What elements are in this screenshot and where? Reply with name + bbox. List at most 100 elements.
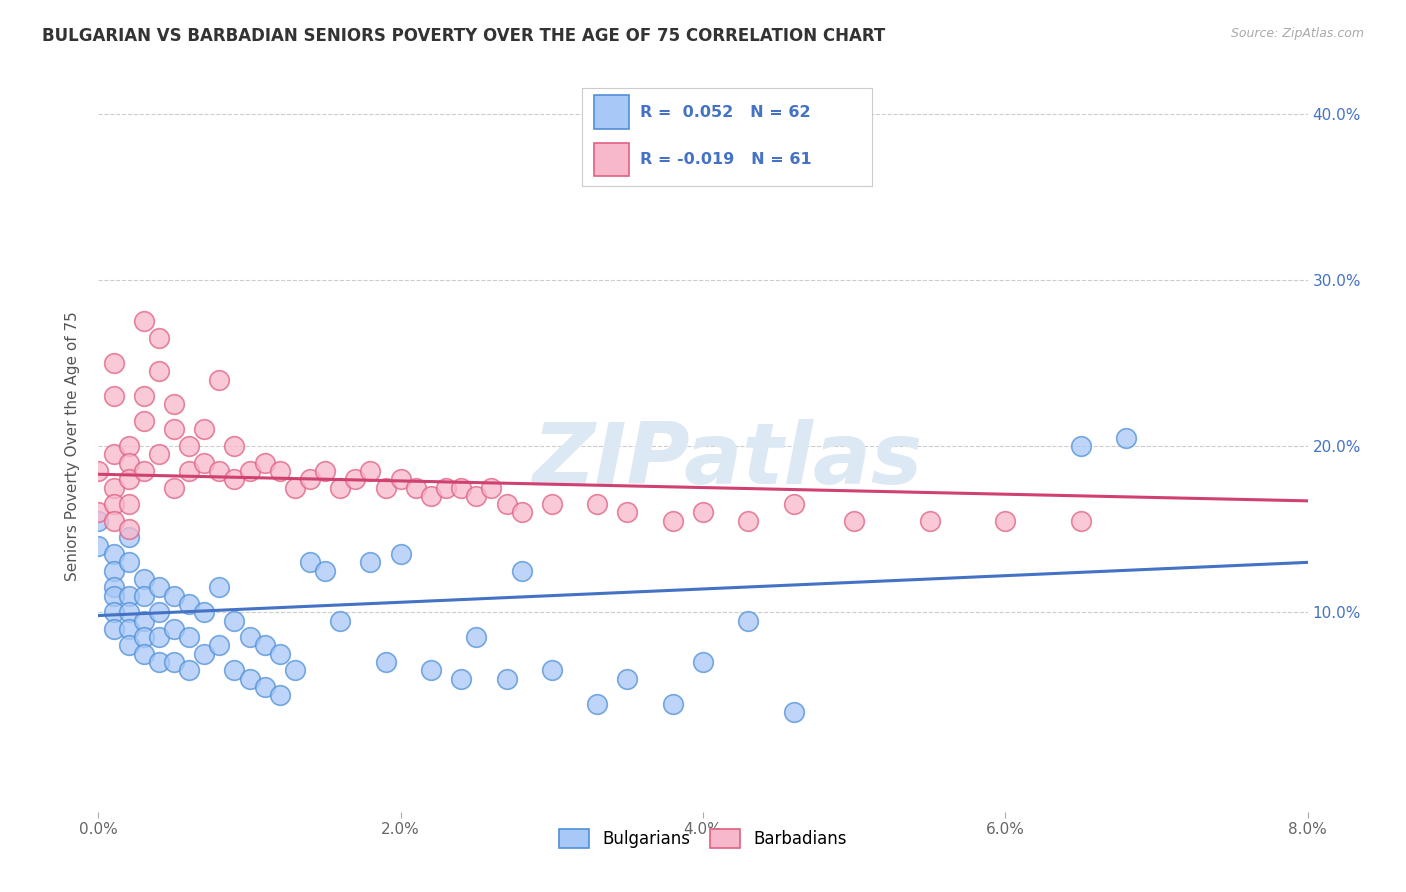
Point — [118, 639, 141, 653]
Point — [163, 481, 186, 495]
Point — [495, 672, 517, 686]
Point — [87, 506, 110, 520]
Point — [540, 664, 562, 678]
Point — [224, 664, 246, 678]
Point — [737, 514, 759, 528]
Point — [540, 497, 562, 511]
Point — [239, 464, 262, 478]
Point — [737, 614, 759, 628]
Point — [586, 697, 609, 711]
Point — [193, 456, 215, 470]
Point — [661, 697, 683, 711]
Point — [389, 472, 412, 486]
Point — [360, 464, 382, 478]
Point — [389, 547, 412, 561]
Point — [103, 564, 125, 578]
Point — [103, 497, 125, 511]
Point — [253, 639, 276, 653]
Point — [783, 705, 806, 719]
Point — [179, 439, 201, 453]
Point — [783, 497, 806, 511]
Point — [118, 439, 141, 453]
Point — [118, 555, 141, 569]
Point — [132, 647, 155, 661]
Point — [314, 564, 336, 578]
Point — [163, 622, 186, 636]
Point — [616, 506, 638, 520]
Text: BULGARIAN VS BARBADIAN SENIORS POVERTY OVER THE AGE OF 75 CORRELATION CHART: BULGARIAN VS BARBADIAN SENIORS POVERTY O… — [42, 27, 886, 45]
Point — [239, 672, 262, 686]
Point — [208, 639, 231, 653]
Point — [148, 331, 170, 345]
Text: ZIPatlas: ZIPatlas — [531, 419, 922, 502]
Point — [224, 439, 246, 453]
Point — [179, 597, 201, 611]
Point — [224, 614, 246, 628]
Point — [329, 481, 352, 495]
Point — [465, 630, 488, 644]
Point — [1070, 514, 1092, 528]
Point — [450, 481, 472, 495]
Point — [269, 647, 291, 661]
Point — [163, 655, 186, 669]
Legend: Bulgarians, Barbadians: Bulgarians, Barbadians — [548, 819, 858, 858]
Point — [374, 655, 396, 669]
Point — [420, 489, 443, 503]
Point — [148, 655, 170, 669]
Point — [179, 630, 201, 644]
Point — [103, 580, 125, 594]
Point — [329, 614, 352, 628]
Point — [994, 514, 1017, 528]
Point — [344, 472, 367, 486]
Point — [1070, 439, 1092, 453]
Point — [103, 547, 125, 561]
Point — [844, 514, 866, 528]
Point — [239, 630, 262, 644]
Point — [103, 481, 125, 495]
Y-axis label: Seniors Poverty Over the Age of 75: Seniors Poverty Over the Age of 75 — [65, 311, 80, 581]
Point — [118, 472, 141, 486]
Point — [692, 655, 714, 669]
Point — [253, 456, 276, 470]
Point — [510, 506, 533, 520]
Text: Source: ZipAtlas.com: Source: ZipAtlas.com — [1230, 27, 1364, 40]
Point — [661, 514, 683, 528]
Point — [193, 605, 215, 619]
Point — [465, 489, 488, 503]
Point — [132, 630, 155, 644]
Point — [586, 497, 609, 511]
Point — [495, 497, 517, 511]
Point — [118, 622, 141, 636]
Point — [118, 522, 141, 536]
Point — [103, 514, 125, 528]
Point — [374, 481, 396, 495]
Point — [208, 580, 231, 594]
Point — [481, 481, 503, 495]
Point — [132, 614, 155, 628]
Point — [132, 389, 155, 403]
Point — [118, 530, 141, 544]
Point — [510, 564, 533, 578]
Point — [163, 422, 186, 436]
Point — [284, 664, 307, 678]
Point — [103, 589, 125, 603]
Point — [163, 397, 186, 411]
Point — [360, 555, 382, 569]
Point — [314, 464, 336, 478]
Point — [148, 447, 170, 461]
Point — [103, 605, 125, 619]
Point — [132, 414, 155, 428]
Point — [208, 372, 231, 386]
Point — [87, 514, 110, 528]
Point — [148, 605, 170, 619]
Point — [269, 689, 291, 703]
Point — [299, 472, 322, 486]
Point — [420, 664, 443, 678]
Point — [148, 630, 170, 644]
Point — [87, 464, 110, 478]
Point — [918, 514, 941, 528]
Point — [692, 506, 714, 520]
Point — [299, 555, 322, 569]
Point — [193, 422, 215, 436]
Point — [179, 464, 201, 478]
